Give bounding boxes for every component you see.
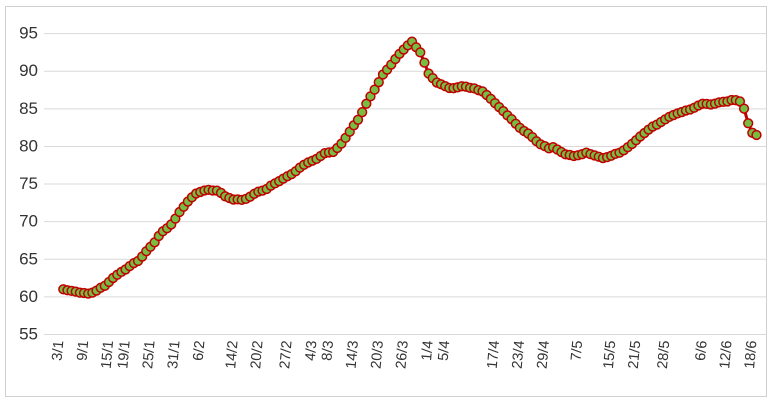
svg-text:85: 85 [19, 99, 38, 118]
svg-text:17/4: 17/4 [485, 340, 503, 370]
svg-text:9/1: 9/1 [74, 340, 92, 361]
svg-text:75: 75 [19, 174, 38, 193]
svg-text:95: 95 [19, 24, 38, 43]
svg-text:15/5: 15/5 [601, 340, 619, 370]
svg-text:90: 90 [19, 61, 38, 80]
svg-text:20/3: 20/3 [369, 340, 387, 370]
svg-text:5/4: 5/4 [436, 340, 454, 361]
svg-text:23/4: 23/4 [510, 340, 528, 370]
svg-text:1/4: 1/4 [419, 340, 437, 361]
svg-text:3/1: 3/1 [50, 340, 68, 361]
svg-text:6/2: 6/2 [191, 340, 209, 361]
svg-text:27/2: 27/2 [277, 340, 295, 370]
svg-text:15/1: 15/1 [99, 340, 117, 370]
svg-text:4/3: 4/3 [303, 340, 321, 361]
svg-text:65: 65 [19, 249, 38, 268]
svg-text:14/2: 14/2 [223, 340, 241, 370]
svg-text:7/5: 7/5 [568, 340, 586, 361]
svg-text:6/6: 6/6 [693, 340, 711, 361]
svg-text:8/3: 8/3 [319, 340, 337, 361]
svg-text:70: 70 [19, 212, 38, 231]
svg-text:20/2: 20/2 [248, 340, 266, 370]
svg-text:60: 60 [19, 287, 38, 306]
svg-text:80: 80 [19, 136, 38, 155]
svg-text:31/1: 31/1 [165, 340, 183, 370]
svg-text:25/1: 25/1 [140, 340, 158, 370]
svg-text:14/3: 14/3 [344, 340, 362, 370]
svg-text:21/5: 21/5 [626, 340, 644, 370]
svg-text:28/5: 28/5 [655, 340, 673, 370]
svg-text:12/6: 12/6 [717, 340, 735, 370]
svg-text:18/6: 18/6 [742, 340, 760, 370]
svg-text:29/4: 29/4 [535, 340, 553, 370]
svg-text:19/1: 19/1 [115, 340, 133, 370]
svg-text:55: 55 [19, 325, 38, 344]
svg-text:26/3: 26/3 [393, 340, 411, 370]
